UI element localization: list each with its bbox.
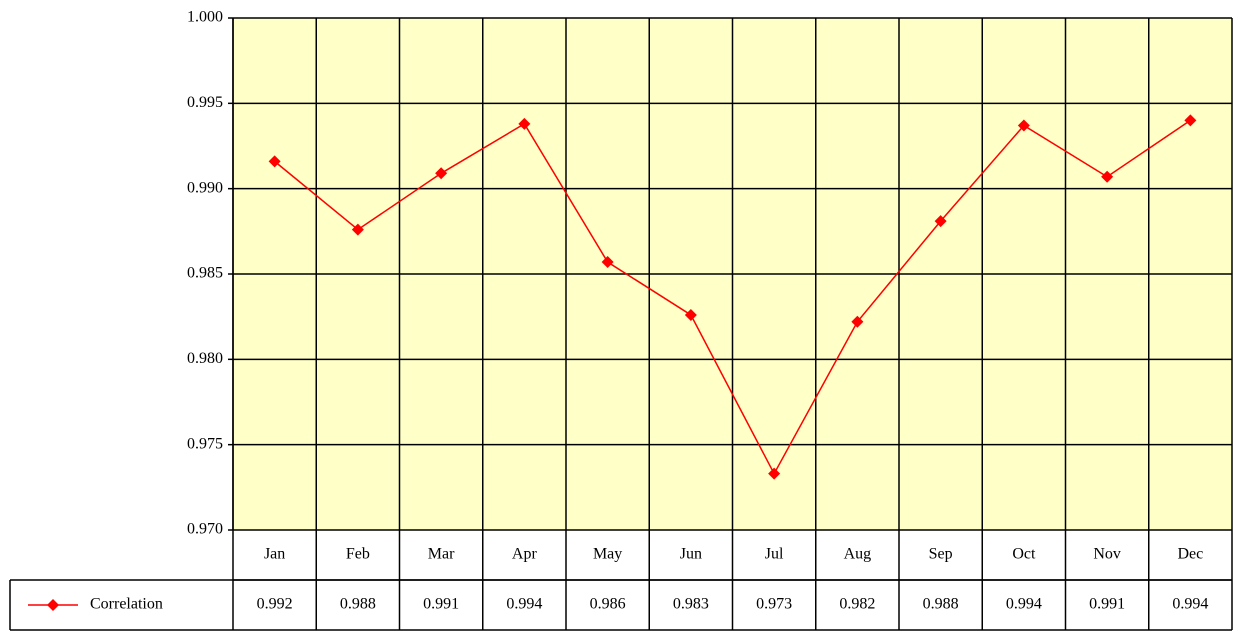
table-value: 0.988 xyxy=(340,596,376,613)
y-tick-label: 1.000 xyxy=(187,9,223,26)
data-marker xyxy=(684,308,697,321)
x-tick-label: Aug xyxy=(844,546,872,563)
x-tick-label: Oct xyxy=(1012,546,1036,563)
x-tick-label: Jul xyxy=(765,546,784,563)
table-value: 0.973 xyxy=(756,596,792,613)
data-marker xyxy=(768,467,781,480)
x-tick-label: Jan xyxy=(264,546,285,563)
table-value: 0.982 xyxy=(839,596,875,613)
data-marker xyxy=(1017,119,1030,132)
table-value: 0.988 xyxy=(923,596,959,613)
data-marker xyxy=(351,223,364,236)
x-tick-label: Jun xyxy=(680,546,702,563)
x-tick-label: Sep xyxy=(929,546,953,563)
data-marker xyxy=(518,117,531,130)
x-tick-label: Feb xyxy=(346,546,370,563)
y-tick-label: 0.985 xyxy=(187,265,223,282)
data-marker xyxy=(1101,170,1114,183)
data-marker xyxy=(268,155,281,168)
data-marker xyxy=(435,167,448,180)
data-marker xyxy=(851,315,864,328)
y-tick-label: 0.970 xyxy=(187,521,223,538)
x-tick-label: May xyxy=(593,546,622,563)
table-value: 0.994 xyxy=(506,596,542,613)
table-value: 0.994 xyxy=(1006,596,1042,613)
table-value: 0.983 xyxy=(673,596,709,613)
table-value: 0.986 xyxy=(590,596,626,613)
table-value: 0.992 xyxy=(257,596,293,613)
x-tick-label: Nov xyxy=(1093,546,1121,563)
y-tick-label: 0.980 xyxy=(187,350,223,367)
table-value: 0.991 xyxy=(1089,596,1125,613)
data-line xyxy=(274,119,1191,476)
legend-key-marker xyxy=(47,599,59,611)
x-tick-label: Dec xyxy=(1177,546,1203,563)
y-tick-label: 0.995 xyxy=(187,94,223,111)
x-tick-label: Mar xyxy=(428,546,455,563)
data-marker xyxy=(601,256,614,269)
table-value: 0.994 xyxy=(1172,596,1208,613)
y-tick-label: 0.990 xyxy=(187,179,223,196)
legend-label: Correlation xyxy=(90,596,163,613)
data-marker xyxy=(934,215,947,228)
table-value: 0.991 xyxy=(423,596,459,613)
data-marker xyxy=(1184,114,1197,127)
x-tick-label: Apr xyxy=(512,546,538,563)
y-tick-label: 0.975 xyxy=(187,435,223,452)
